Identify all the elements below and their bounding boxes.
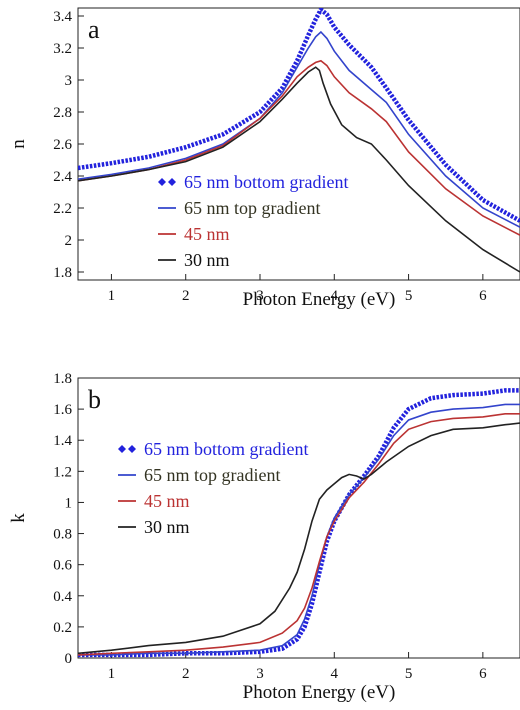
series-group	[78, 8, 520, 273]
legend-entry: 65 nm bottom gradient	[144, 439, 308, 459]
y-tick-label: 0	[65, 651, 73, 667]
x-tick-label: 1	[108, 666, 116, 682]
series-line-1	[78, 30, 520, 228]
series-group	[78, 388, 520, 658]
panel-b: 0 0.2 0.4 0.6 0.8 1 1.2 1.4 1.6 1.8 1 2 3 4 5 6 Photon E…	[8, 371, 520, 703]
x-tick-label: 2	[182, 288, 190, 304]
y-tick-label: 1.8	[53, 371, 72, 387]
legend-entry: 45 nm	[144, 491, 190, 511]
y-tick-label: 0.6	[53, 558, 72, 574]
legend-swatch	[128, 445, 136, 453]
y-tick-label: 2.8	[53, 105, 72, 121]
legend-entry: 45 nm	[184, 224, 230, 244]
y-tick-label: 1	[65, 495, 73, 511]
x-tick-label: 6	[479, 288, 487, 304]
series-line-2	[78, 59, 520, 236]
legend: 65 nm bottom gradient 65 nm top gradient 4…	[118, 439, 308, 537]
x-tick-label: 2	[182, 666, 190, 682]
legend-entry: 65 nm bottom gradient	[184, 172, 348, 192]
panel-a: 1.8 2 2.2 2.4 2.6 2.8 3 3.2 3.4 1 2 3 4 5 6 Photon Ener…	[8, 7, 520, 310]
legend-swatch	[168, 178, 176, 186]
legend-swatch	[118, 445, 126, 453]
panel-label: a	[88, 15, 100, 44]
y-tick-label: 2.2	[53, 201, 72, 217]
series-line-3	[78, 422, 520, 655]
series-line-0	[78, 388, 520, 658]
y-tick-label: 0.2	[53, 620, 72, 636]
x-axis-label: Photon Energy (eV)	[243, 682, 396, 703]
x-tick-label: 5	[405, 666, 413, 682]
y-tick-label: 2.6	[53, 137, 72, 153]
series-line-0	[78, 8, 520, 223]
x-tick-label: 6	[479, 666, 487, 682]
legend-entry: 30 nm	[144, 517, 190, 537]
legend-entry: 65 nm top gradient	[184, 198, 320, 218]
y-tick-label: 1.6	[53, 402, 72, 418]
panel-label: b	[88, 385, 101, 414]
x-tick-label: 5	[405, 288, 413, 304]
y-tick-label: 3	[65, 73, 73, 89]
y-tick-label: 0.8	[53, 527, 72, 543]
y-tick-label: 1.8	[53, 265, 72, 281]
y-tick-label: 2.4	[53, 169, 72, 185]
legend-entry: 30 nm	[184, 250, 230, 270]
x-axis-label: Photon Energy (eV)	[243, 289, 396, 310]
y-tick-label: 1.4	[53, 433, 72, 449]
x-tick-label: 4	[331, 288, 339, 304]
y-tick-label: 3.2	[53, 41, 72, 57]
x-tick-label: 1	[108, 288, 116, 304]
y-axis-label: n	[8, 139, 29, 149]
legend-entry: 65 nm top gradient	[144, 465, 280, 485]
y-tick-label: 1.2	[53, 464, 72, 480]
x-tick-label: 3	[256, 666, 264, 682]
legend: 65 nm bottom gradient 65 nm top gradient 4…	[158, 172, 348, 270]
y-tick-label: 2	[65, 233, 73, 249]
x-tick-label: 4	[331, 666, 339, 682]
series-line-2	[78, 412, 520, 656]
plot-frame	[77, 377, 520, 659]
x-tick-label: 3	[256, 288, 264, 304]
legend-swatch	[158, 178, 166, 186]
y-tick-label: 0.4	[53, 589, 72, 605]
plot-frame	[77, 7, 520, 281]
series-line-3	[78, 66, 520, 273]
y-axis-label: k	[8, 513, 29, 523]
y-tick-label: 3.4	[53, 9, 72, 25]
